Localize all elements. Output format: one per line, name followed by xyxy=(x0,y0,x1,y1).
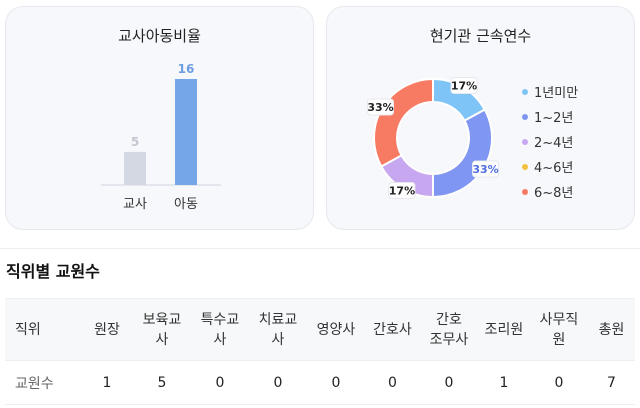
bar-아동 xyxy=(175,79,197,185)
legend-dot-icon xyxy=(522,88,528,95)
donut-label-box xyxy=(366,98,394,116)
legend-label: 4~6년 xyxy=(534,161,574,176)
count-nutritionist: 0 xyxy=(307,360,365,405)
header-office-staff: 사무직 원 xyxy=(530,298,588,361)
legend-item: 1~2년 xyxy=(522,104,578,129)
donut-slice-1~2년 xyxy=(432,108,493,199)
staff-count-table: 직위 원장 보육교 사 특수교 사 치료교 사 영양사 간호사 간호 조무사 조리원 사… xyxy=(5,298,635,405)
donut-slice-6~8년 xyxy=(373,77,434,168)
header-childcare-teacher: 보육교 사 xyxy=(133,298,191,361)
count-office-staff: 0 xyxy=(530,360,588,405)
legend-label: 2~4년 xyxy=(534,136,574,151)
header-position: 직위 xyxy=(5,298,81,361)
legend-label: 1~2년 xyxy=(534,111,574,126)
legend-label: 6~8년 xyxy=(534,186,574,201)
table-header-row: 직위 원장 보육교 사 특수교 사 치료교 사 영양사 간호사 간호 조무사 조리원 사… xyxy=(5,298,635,361)
staff-section-title: 직위별 교원수 xyxy=(6,262,100,281)
tenure-donut-chart: 17% 33% 17% 33% xyxy=(366,76,500,200)
bar-value-label: 16 xyxy=(178,62,195,76)
tenure-card: 현기관 근속연수 17% 33% 17% 33% 1년미만 1~2년 2~4년 4~6년 6~… xyxy=(326,6,635,230)
header-total: 총원 xyxy=(588,298,635,361)
legend-item: 4~6년 xyxy=(522,154,578,179)
legend-dot-icon xyxy=(522,163,528,170)
legend-dot-icon xyxy=(522,188,528,195)
legend-dot-icon xyxy=(522,113,528,120)
count-total: 7 xyxy=(588,360,635,405)
section-divider xyxy=(0,248,640,249)
table-row: 교원수 1 5 0 0 0 0 0 1 0 7 xyxy=(5,360,635,405)
header-nutritionist: 영양사 xyxy=(307,298,365,361)
row-label: 교원수 xyxy=(5,360,81,405)
ratio-chart-title: 교사아동비율 xyxy=(118,27,201,45)
header-cook: 조리원 xyxy=(478,298,530,361)
donut-label-box xyxy=(388,182,416,200)
count-nurse-aide: 0 xyxy=(420,360,478,405)
count-special-teacher: 0 xyxy=(191,360,249,405)
legend-item: 1년미만 xyxy=(522,79,578,104)
donut-label-text: 33% xyxy=(472,163,498,176)
bar-교사 xyxy=(124,151,146,185)
header-therapy-teacher: 치료교 사 xyxy=(249,298,307,361)
count-therapy-teacher: 0 xyxy=(249,360,307,405)
legend-label: 1년미만 xyxy=(534,86,579,101)
header-nurse: 간호사 xyxy=(365,298,420,361)
donut-label-box xyxy=(450,76,478,94)
donut-label-text: 33% xyxy=(367,101,393,114)
donut-label-1~2년: 33% xyxy=(472,160,500,178)
bar-value-label: 5 xyxy=(131,135,139,149)
donut-label-box xyxy=(472,160,500,178)
count-director: 1 xyxy=(81,360,133,405)
count-nurse: 0 xyxy=(365,360,420,405)
legend-item: 6~8년 xyxy=(522,179,578,204)
bar-category-label: 교사 xyxy=(123,197,147,212)
bar-category-label: 아동 xyxy=(174,197,198,212)
header-nurse-aide: 간호 조무사 xyxy=(420,298,478,361)
donut-label-6~8년: 33% xyxy=(366,98,394,116)
donut-label-2~4년: 17% xyxy=(388,182,416,200)
donut-label-1년미만: 17% xyxy=(450,76,478,94)
header-director: 원장 xyxy=(81,298,133,361)
legend-item: 2~4년 xyxy=(522,129,578,154)
ratio-bar-chart: 5 교사 16 아동 xyxy=(101,62,221,212)
teacher-child-ratio-card: 교사아동비율 5 교사 16 아동 xyxy=(5,6,314,230)
header-special-teacher: 특수교 사 xyxy=(191,298,249,361)
tenure-chart-title: 현기관 근속연수 xyxy=(429,27,532,45)
donut-label-text: 17% xyxy=(389,185,415,198)
donut-label-text: 17% xyxy=(451,79,477,92)
count-cook: 1 xyxy=(478,360,530,405)
legend-dot-icon xyxy=(522,138,528,145)
tenure-legend: 1년미만 1~2년 2~4년 4~6년 6~8년 xyxy=(522,79,578,204)
count-childcare-teacher: 5 xyxy=(133,360,191,405)
